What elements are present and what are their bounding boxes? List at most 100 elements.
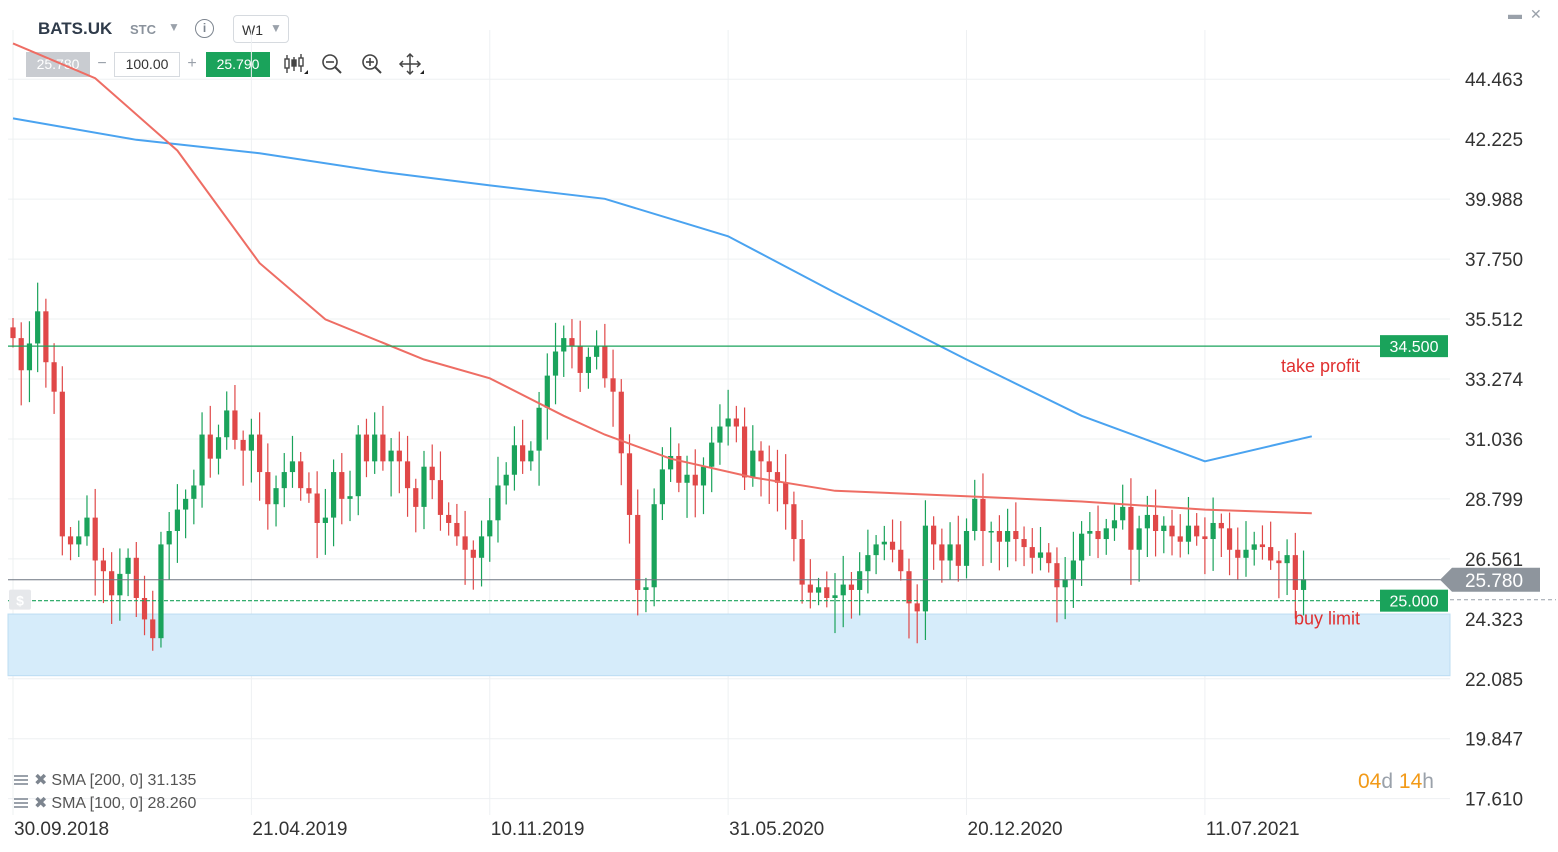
candlestick-type-icon[interactable] [282, 52, 308, 76]
candle [330, 459, 337, 547]
candle-body [1210, 522, 1216, 540]
candle-body [1087, 531, 1093, 534]
quantity-input[interactable]: 100.00 [114, 52, 180, 77]
y-tick-label: 33.274 [1465, 370, 1524, 391]
candle-body [380, 434, 386, 462]
chart-grid [8, 30, 1450, 815]
candle [552, 322, 559, 405]
x-tick-label: 11.07.2021 [1206, 819, 1300, 840]
candle-body [939, 544, 945, 561]
remove-indicator-icon[interactable]: ✖ [34, 772, 48, 789]
candle-body [215, 437, 222, 459]
candle-body [454, 522, 460, 537]
candle-body [857, 571, 863, 590]
candle-body [133, 557, 139, 598]
candle [692, 449, 698, 518]
candle-body [478, 536, 485, 558]
legend-sma200-label[interactable]: SMA [200, 0] 31.135 [51, 772, 197, 789]
x-tick-label: 20.12.2020 [968, 819, 1063, 840]
remove-indicator-icon[interactable]: ✖ [34, 795, 48, 812]
candle-body [355, 434, 361, 497]
candle-body [963, 531, 970, 566]
candle [766, 445, 772, 504]
candle-body [43, 311, 49, 363]
timeframe-select[interactable]: W1 [233, 15, 289, 43]
candle-body [166, 531, 172, 545]
take-profit-tag-label: 34.500 [1390, 339, 1439, 356]
candle [1070, 531, 1076, 608]
candle [240, 430, 246, 486]
candle-body [758, 450, 764, 462]
candle-body [1136, 528, 1142, 550]
candle-body [372, 434, 378, 462]
candlesticks [10, 282, 1307, 651]
candle [10, 318, 16, 348]
candle-body [306, 488, 312, 494]
increase-quantity-button[interactable]: + [187, 55, 197, 72]
candle [76, 520, 82, 557]
candle-body [1013, 531, 1019, 540]
candle-body [150, 619, 156, 639]
candle [602, 323, 608, 388]
candle [495, 456, 501, 543]
info-icon[interactable]: i [195, 19, 214, 38]
close-icon[interactable]: ✕ [1530, 6, 1542, 22]
candle [807, 559, 813, 609]
candle-body [446, 514, 452, 523]
candle-body [602, 346, 608, 379]
candle [92, 488, 98, 596]
symbol-name[interactable]: BATS.UK [38, 19, 113, 38]
candle-body [339, 472, 345, 499]
drag-handle-icon[interactable] [14, 774, 28, 787]
minimize-icon[interactable]: ▬ [1508, 6, 1522, 22]
candle-body [1177, 536, 1183, 542]
candle [1037, 526, 1044, 571]
move-crosshair-icon[interactable] [398, 52, 424, 76]
candle [963, 518, 970, 579]
legend-sma100-label[interactable]: SMA [100, 0] 28.260 [51, 795, 197, 812]
candle [437, 451, 444, 531]
candle [626, 434, 633, 544]
candle-body [659, 469, 665, 505]
candle-body [741, 426, 748, 478]
zoom-out-icon[interactable] [320, 52, 346, 76]
candle [873, 535, 879, 575]
decrease-quantity-button[interactable]: − [97, 55, 107, 72]
candle [996, 515, 1002, 571]
candle-body [684, 474, 690, 483]
market-label[interactable]: STC [130, 22, 156, 37]
zoom-in-icon[interactable] [360, 52, 386, 76]
candle [109, 552, 115, 624]
candle-body [1300, 579, 1307, 590]
candle [429, 444, 435, 500]
drag-handle-icon[interactable] [14, 797, 28, 810]
candle-body [585, 356, 591, 373]
candle [528, 441, 534, 471]
candle [1046, 543, 1052, 573]
candle-body [1021, 539, 1027, 548]
candle-body [635, 514, 641, 590]
candle [725, 389, 731, 446]
candle-body [881, 541, 887, 545]
take-profit-annotation: take profit [1281, 356, 1360, 376]
candle [413, 478, 419, 533]
candle [1292, 532, 1298, 619]
candle [224, 391, 230, 450]
candle-body [1005, 531, 1011, 542]
candle [462, 510, 468, 585]
candle-body [594, 346, 600, 357]
candle-body [511, 445, 518, 475]
sma200-line [12, 117, 1313, 463]
x-axis: 30.09.2018 21.04.2019 10.11.2019 31.05.2020… [14, 819, 1300, 840]
y-tick-label: 31.036 [1465, 430, 1523, 451]
candle-body [1120, 506, 1126, 521]
candle [684, 455, 690, 518]
market-dropdown-icon[interactable]: ▼ [168, 20, 180, 34]
buy-price-button[interactable]: 25.790 [206, 52, 270, 77]
candle-body [577, 346, 583, 373]
candle [166, 511, 172, 580]
chevron-down-icon[interactable]: ▼ [270, 21, 282, 35]
candle [141, 575, 148, 636]
candle-body [347, 496, 353, 499]
